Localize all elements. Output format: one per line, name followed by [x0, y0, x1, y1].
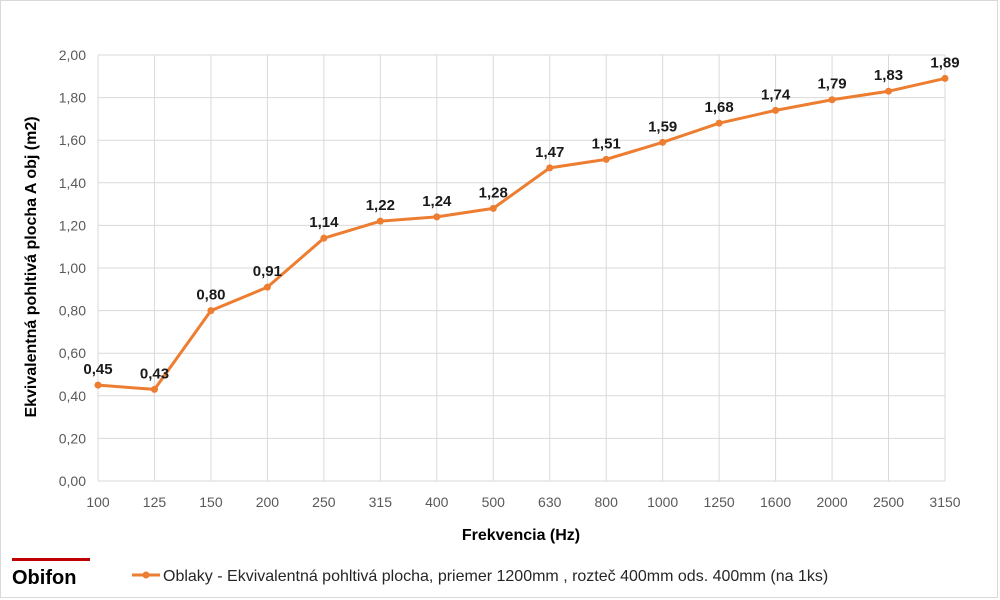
x-tick-label: 100	[86, 494, 110, 510]
data-label: 1,68	[705, 99, 734, 116]
data-label: 1,59	[648, 118, 677, 135]
x-tick-label: 150	[199, 494, 223, 510]
data-point	[941, 74, 949, 82]
data-point	[602, 155, 610, 163]
data-point	[772, 106, 780, 114]
y-axis-ticks: 0,00 0,20 0,40 0,60 0,80 1,00 1,20 1,40 1,60 1,80…	[59, 47, 86, 489]
data-point	[320, 234, 328, 242]
data-labels: 0,45 0,43 0,80 0,91 1,14 1,22 1,24 1,28 1,47 1,51…	[83, 54, 959, 382]
x-tick-label: 2000	[816, 494, 847, 510]
logo-bar	[12, 558, 90, 561]
y-tick-label: 2,00	[59, 47, 86, 63]
data-point	[94, 381, 102, 389]
data-label: 1,79	[817, 76, 846, 93]
data-label: 0,91	[253, 263, 282, 280]
data-point	[150, 385, 158, 393]
x-tick-label: 3150	[929, 494, 960, 510]
data-label: 1,74	[761, 86, 791, 103]
series-group	[94, 74, 949, 393]
logo-text: Obifon	[12, 567, 76, 589]
y-axis-title: Ekvivalentná pohltivá plocha A obj (m2)	[23, 116, 40, 417]
x-tick-label: 250	[312, 494, 336, 510]
data-point	[263, 283, 271, 291]
data-point	[546, 164, 554, 172]
y-tick-label: 0,40	[59, 388, 86, 404]
data-label: 1,51	[592, 135, 621, 152]
data-label: 1,28	[479, 184, 508, 201]
data-point	[659, 138, 667, 146]
x-tick-label: 500	[482, 494, 506, 510]
x-tick-label: 1250	[704, 494, 735, 510]
data-label: 1,24	[422, 193, 452, 210]
data-point	[885, 87, 893, 95]
x-tick-label: 200	[256, 494, 280, 510]
x-tick-label: 800	[595, 494, 619, 510]
y-tick-label: 0,20	[59, 430, 86, 446]
x-tick-label: 630	[538, 494, 562, 510]
data-point	[433, 213, 441, 221]
data-label: 1,22	[366, 197, 395, 214]
y-tick-label: 0,80	[59, 303, 86, 319]
data-point	[376, 217, 384, 225]
data-label: 1,14	[309, 214, 339, 231]
y-tick-label: 1,00	[59, 260, 86, 276]
legend-entry: Oblaky - Ekvivalentná pohltivá plocha, p…	[163, 568, 828, 585]
y-tick-label: 1,60	[59, 132, 86, 148]
data-label: 0,80	[196, 287, 225, 304]
x-tick-label: 2500	[873, 494, 904, 510]
data-point	[207, 307, 215, 315]
legend-marker	[142, 571, 150, 579]
data-label: 1,89	[930, 54, 959, 71]
x-tick-label: 315	[369, 494, 393, 510]
data-label: 0,45	[83, 361, 112, 378]
y-tick-label: 1,80	[59, 90, 86, 106]
data-point	[828, 96, 836, 104]
x-tick-label: 1000	[647, 494, 678, 510]
y-tick-label: 1,40	[59, 175, 86, 191]
data-label: 1,83	[874, 67, 903, 84]
x-axis-ticks: 100 125 150 200 250 315 400 500 630 800 1000 1250 16…	[86, 494, 960, 510]
y-tick-label: 0,00	[59, 473, 86, 489]
y-tick-label: 0,60	[59, 345, 86, 361]
x-axis-title: Frekvencia (Hz)	[462, 527, 580, 544]
obifon-logo: Obifon	[12, 558, 90, 589]
x-tick-label: 125	[143, 494, 167, 510]
data-label: 1,47	[535, 144, 564, 161]
y-tick-label: 1,20	[59, 217, 86, 233]
x-tick-label: 1600	[760, 494, 791, 510]
data-point	[715, 119, 723, 127]
legend: Oblaky - Ekvivalentná pohltivá plocha, p…	[132, 568, 828, 585]
grid	[97, 54, 946, 482]
series-line	[97, 76, 946, 391]
data-point	[489, 204, 497, 212]
data-label: 0,43	[140, 365, 169, 382]
x-tick-label: 400	[425, 494, 449, 510]
